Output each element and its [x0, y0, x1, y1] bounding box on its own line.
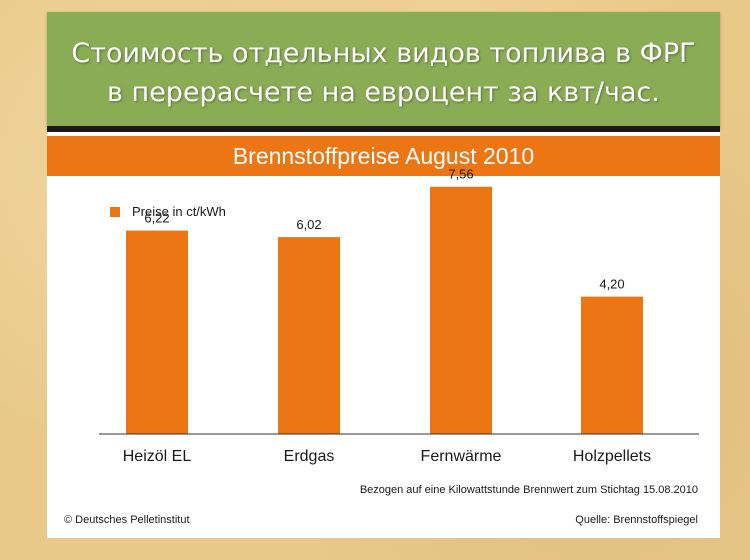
chart-note: Bezogen auf eine Kilowattstunde Brennwer…: [359, 484, 698, 496]
chart-panel: Brennstoffpreise August 2010 Preise in c…: [47, 132, 720, 538]
bar-3: [581, 296, 643, 434]
title-divider: [47, 126, 720, 132]
bar-value-label-3: 4,20: [599, 277, 624, 292]
category-label-0: Heizöl EL: [123, 448, 192, 465]
chart-title: Brennstoffpreise August 2010: [232, 143, 535, 169]
bar-value-label-0: 6,22: [144, 211, 169, 226]
bar-1: [278, 237, 340, 434]
bar-chart: 6,22 Heizöl EL 6,02 Erdgas 7,56 Fernwärme 4,20…: [99, 167, 699, 465]
chart-copyright: © Deutsches Pelletinstitut: [64, 514, 190, 526]
chart-source: Quelle: Brennstoffspiegel: [575, 514, 698, 526]
category-label-2: Fernwärme: [421, 448, 502, 465]
category-label-3: Holzpellets: [573, 448, 651, 465]
legend-label: Preise in ct/kWh: [132, 204, 226, 219]
category-label-1: Erdgas: [284, 448, 335, 465]
legend-swatch: [110, 207, 120, 217]
bar-0: [126, 230, 188, 434]
slide-title-line-1: Стоимость отдельных видов топлива в ФРГ: [71, 38, 696, 69]
slide-title: Стоимость отдельных видов топлива в ФРГ …: [47, 34, 720, 112]
chart-header: Brennstoffpreise August 2010: [47, 136, 720, 176]
bar-2: [430, 186, 492, 434]
bar-value-label-2: 7,56: [448, 167, 473, 182]
slide-title-box: Стоимость отдельных видов топлива в ФРГ …: [47, 12, 720, 128]
slide-title-line-2: в перерасчете на евроцент за квт/час.: [107, 77, 660, 108]
bar-value-label-1: 6,02: [296, 217, 321, 232]
